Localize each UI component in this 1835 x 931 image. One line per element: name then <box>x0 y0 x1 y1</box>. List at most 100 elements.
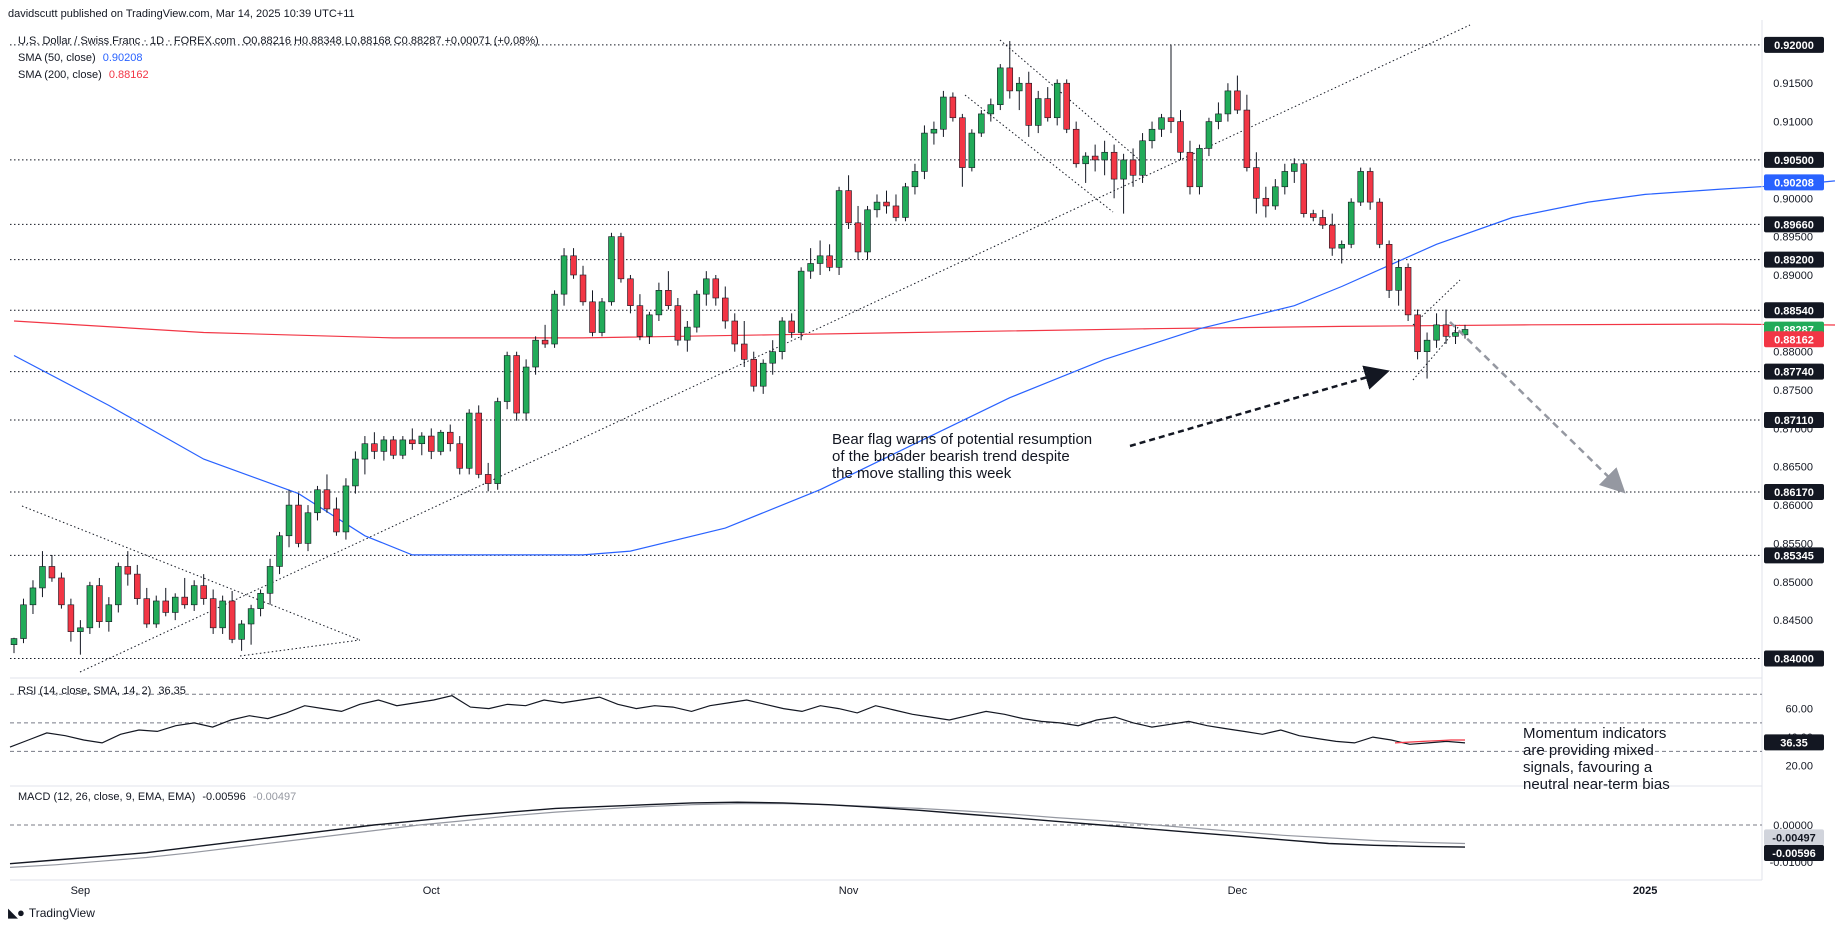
candle <box>522 359 530 421</box>
tradingview-logo[interactable]: ◣● TradingView <box>8 905 95 921</box>
candle <box>1063 79 1070 134</box>
candle-body <box>750 359 757 387</box>
candle-body <box>1300 163 1308 214</box>
candle-body <box>1433 324 1440 341</box>
candle-body <box>1310 213 1317 218</box>
candle-body <box>1395 267 1402 291</box>
candle-body <box>579 274 587 303</box>
candle-body <box>902 186 909 218</box>
candle <box>589 290 596 337</box>
candle <box>219 595 226 634</box>
candle-body <box>826 255 833 268</box>
macd-signal-value: -0.00497 <box>252 791 297 803</box>
candle-body <box>1328 224 1336 249</box>
price-label: 0.90208 <box>1764 174 1824 191</box>
candle <box>390 436 397 460</box>
candle <box>674 297 682 346</box>
candle <box>29 580 37 615</box>
candle-body <box>864 209 871 253</box>
price-label-box <box>1764 484 1824 501</box>
macd-value: -0.00596 <box>202 791 246 803</box>
candle-body <box>1376 201 1383 245</box>
candle-body <box>703 278 710 295</box>
candle-body <box>257 592 264 609</box>
candle-body <box>959 117 966 168</box>
candle <box>333 497 340 536</box>
jan-channel-lower <box>964 94 1114 213</box>
candle <box>437 429 445 456</box>
candle-body <box>247 608 255 625</box>
candle <box>190 580 198 611</box>
candle <box>778 317 786 360</box>
candle <box>1034 90 1042 134</box>
candle <box>1347 198 1355 249</box>
candle-body <box>219 600 226 629</box>
candle <box>1395 259 1402 306</box>
candle-body <box>503 355 511 402</box>
candle <box>247 604 255 645</box>
candle-body <box>1357 171 1364 203</box>
candle <box>1357 167 1364 206</box>
candle <box>940 90 947 137</box>
candle <box>835 186 843 275</box>
candle-body <box>333 508 340 533</box>
price-label: 0.89660 <box>1764 216 1824 233</box>
sma200-line <box>13 320 1835 339</box>
candle-body <box>674 305 682 341</box>
macd-value-box <box>1764 844 1824 861</box>
candle <box>342 478 350 540</box>
candle-body <box>1414 314 1421 352</box>
candle-body <box>190 585 198 606</box>
rsi-value-text: 36.35 <box>1780 737 1808 749</box>
candle <box>1167 44 1175 134</box>
annotation-line: signals, favouring a <box>1523 759 1653 776</box>
candle-body <box>67 604 75 632</box>
price-label-text: 0.89660 <box>1774 219 1814 231</box>
rsi-value: 36.35 <box>158 685 186 697</box>
sma50-legend: SMA (50, close) 0.90208 <box>18 52 146 64</box>
price-axis: 0.92000 0.91500 0.91000 0.90500 0.90000 0.895… <box>1761 20 1824 880</box>
candle-body <box>1272 186 1279 207</box>
candle <box>86 581 94 634</box>
trendline-rising-support <box>79 24 1471 673</box>
candle <box>1319 209 1326 229</box>
price-label: 0.90500 <box>1764 151 1824 168</box>
triangle-lower-line <box>239 639 361 657</box>
candle <box>58 572 65 609</box>
candle <box>162 587 169 617</box>
candle <box>1234 75 1241 114</box>
macd-value-text: -0.00497 <box>1772 832 1815 844</box>
candle-body <box>513 355 520 414</box>
candle-body <box>636 305 644 337</box>
time-axis: SepOctNovDec2025FebMarApr <box>10 879 1762 897</box>
candle <box>551 290 558 348</box>
candle-body <box>1148 128 1156 142</box>
price-label-text: 0.85345 <box>1774 550 1814 562</box>
candle-body <box>200 585 207 599</box>
rsi-legend: RSI (14, close, SMA, 14, 2) 36.35 <box>18 685 190 697</box>
candle <box>788 313 795 338</box>
candle-body <box>940 96 947 130</box>
candle-body <box>608 236 615 303</box>
candle <box>731 313 738 352</box>
candle-body <box>655 290 663 316</box>
sma-layer <box>13 180 1835 556</box>
candle <box>1072 121 1080 168</box>
candle <box>1053 79 1061 126</box>
candle-body <box>48 566 56 579</box>
candle-body <box>1186 151 1194 188</box>
candle-body <box>845 190 852 224</box>
candle-body <box>484 474 492 484</box>
price-label-text: 0.84000 <box>1774 653 1814 665</box>
triangle-upper-line <box>21 505 361 641</box>
publisher-line: davidscutt published on TradingView.com,… <box>8 8 355 20</box>
candle <box>541 324 549 348</box>
price-label-text: 0.88162 <box>1774 334 1814 346</box>
candle <box>693 290 701 333</box>
candle <box>816 240 824 275</box>
candle <box>864 205 871 260</box>
macd-line <box>9 801 1466 865</box>
candle-body <box>1006 67 1014 92</box>
price-label-box <box>1764 151 1824 168</box>
